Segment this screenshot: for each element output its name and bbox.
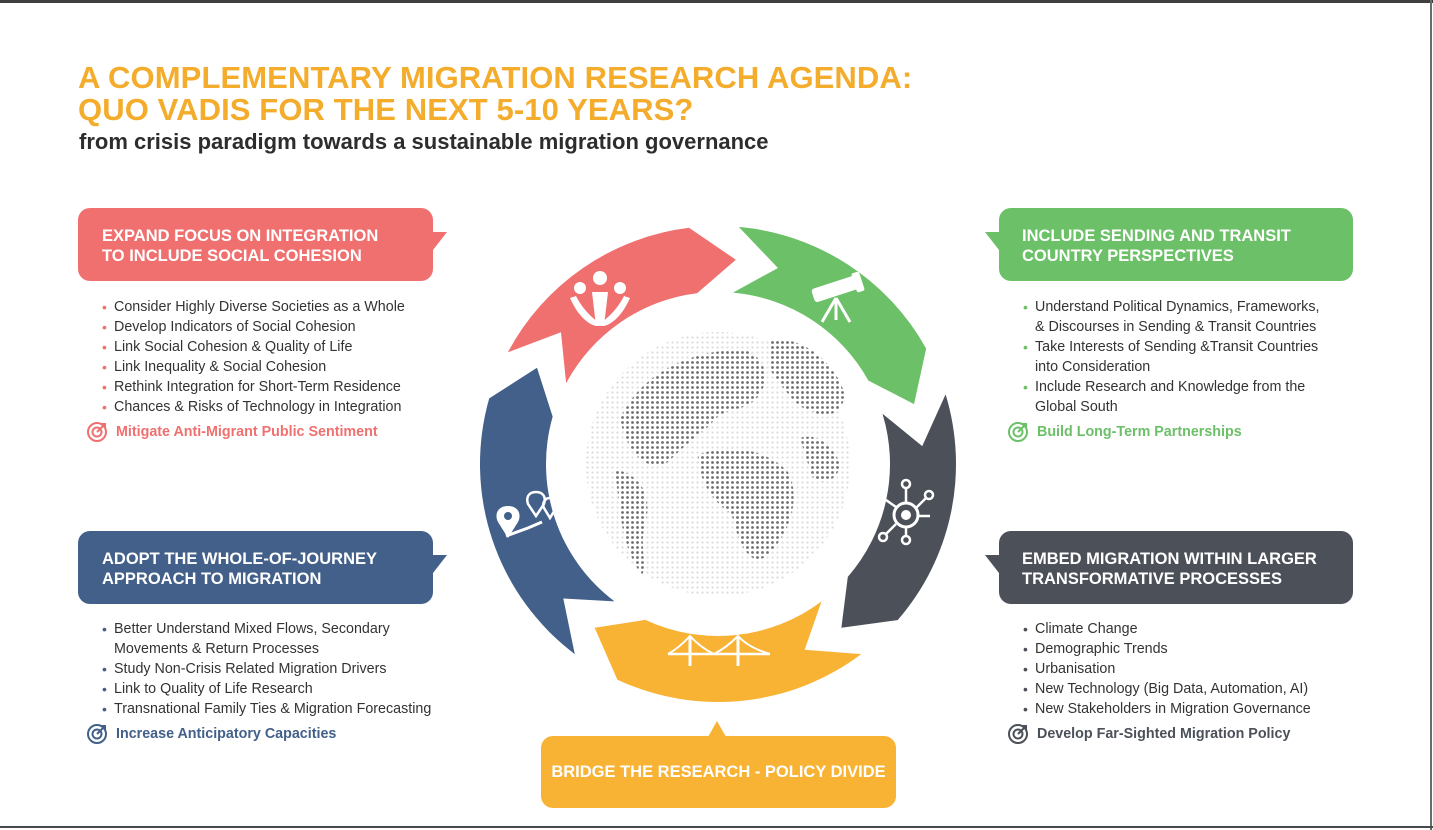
- journey-list-item: Link to Quality of Life Research: [102, 679, 431, 699]
- journey-header-box: ADOPT THE WHOLE-OF-JOURNEY APPROACH TO M…: [78, 531, 433, 604]
- sending-list-item: & Discourses in Sending & Transit Countr…: [1035, 319, 1317, 335]
- sending-goal-label: Build Long-Term Partnerships: [1037, 424, 1242, 440]
- bridge-header-box: BRIDGE THE RESEARCH - POLICY DIVIDE: [541, 736, 896, 808]
- embed-list: Climate ChangeDemographic TrendsUrbanisa…: [1023, 619, 1311, 719]
- integration-list-item: Link Social Cohesion & Quality of Life: [102, 337, 405, 357]
- globe-icon: [586, 332, 850, 596]
- journey-list-item: Transnational Family Ties & Migration Fo…: [102, 699, 431, 719]
- embed-title-line-2: TRANSFORMATIVE PROCESSES: [1022, 570, 1283, 588]
- sending-goal: Build Long-Term Partnerships: [1007, 421, 1242, 443]
- title-line-2: QUO VADIS FOR THE NEXT 5-10 YEARS?: [78, 92, 694, 127]
- sending-title-line-1: INCLUDE SENDING AND TRANSIT: [1022, 227, 1291, 245]
- journey-title-line-2: APPROACH TO MIGRATION: [102, 570, 322, 588]
- ring-segment-embed: [841, 394, 956, 628]
- integration-list-item: Consider Highly Diverse Societies as a W…: [102, 297, 405, 317]
- journey-list: Better Understand Mixed Flows, Secondary…: [102, 619, 431, 719]
- embed-list-item: New Stakeholders in Migration Governance: [1023, 699, 1311, 719]
- integration-box-pointer: [433, 232, 447, 250]
- integration-list-item: Link Inequality & Social Cohesion: [102, 357, 405, 377]
- journey-list-item: Movements & Return Processes: [114, 641, 320, 657]
- sending-title-line-2: COUNTRY PERSPECTIVES: [1022, 247, 1234, 265]
- sending-list-item: into Consideration: [1035, 359, 1151, 375]
- network-icon: [877, 478, 935, 546]
- journey-box-pointer: [433, 555, 447, 573]
- target-icon: [1008, 422, 1028, 442]
- target-icon: [87, 422, 107, 442]
- integration-title-line-2: TO INCLUDE SOCIAL COHESION: [102, 247, 362, 265]
- bridge-icon: [667, 634, 771, 666]
- integration-list-item: Rethink Integration for Short-Term Resid…: [102, 377, 405, 397]
- journey-list-item: Better Understand Mixed Flows, Secondary: [102, 619, 431, 639]
- bridge-title: BRIDGE THE RESEARCH - POLICY DIVIDE: [551, 763, 886, 781]
- sending-list: Understand Political Dynamics, Framework…: [1023, 297, 1319, 417]
- journey-goal: Increase Anticipatory Capacities: [86, 723, 336, 745]
- journey-list-item: Study Non-Crisis Related Migration Drive…: [102, 659, 431, 679]
- embed-list-item: Urbanisation: [1023, 659, 1311, 679]
- people-icon: [570, 271, 630, 326]
- integration-list-item: Develop Indicators of Social Cohesion: [102, 317, 405, 337]
- bottom-border: [0, 826, 1433, 828]
- integration-goal-label: Mitigate Anti-Migrant Public Sentiment: [116, 424, 378, 440]
- sending-box-pointer: [985, 232, 999, 250]
- sending-list-item: Include Research and Knowledge from the: [1023, 377, 1319, 397]
- journey-goal-label: Increase Anticipatory Capacities: [116, 726, 337, 742]
- page-subtitle: from crisis paradigm towards a sustainab…: [79, 129, 769, 154]
- sending-header-box: INCLUDE SENDING AND TRANSIT COUNTRY PERS…: [999, 208, 1353, 281]
- sending-list-item: Take Interests of Sending &Transit Count…: [1023, 337, 1319, 357]
- integration-list-item: Chances & Risks of Technology in Integra…: [102, 397, 405, 417]
- ring-segment-bridge: [594, 601, 862, 702]
- bridge-box-pointer: [708, 721, 726, 737]
- page-title: A COMPLEMENTARY MIGRATION RESEARCH AGEND…: [78, 62, 912, 126]
- map-pins-icon: [496, 490, 558, 538]
- embed-box-pointer: [985, 555, 999, 573]
- journey-title-line-1: ADOPT THE WHOLE-OF-JOURNEY: [102, 550, 377, 568]
- telescope-icon: [811, 271, 865, 323]
- sending-list-item: Understand Political Dynamics, Framework…: [1023, 297, 1319, 317]
- ring-segment-journey: [480, 367, 615, 655]
- ring-segment-sending: [732, 226, 927, 405]
- integration-header-box: EXPAND FOCUS ON INTEGRATION TO INCLUDE S…: [78, 208, 433, 281]
- target-icon: [1008, 724, 1028, 744]
- title-line-1: A COMPLEMENTARY MIGRATION RESEARCH AGEND…: [78, 60, 913, 95]
- embed-goal: Develop Far-Sighted Migration Policy: [1007, 723, 1290, 745]
- integration-goal: Mitigate Anti-Migrant Public Sentiment: [86, 421, 378, 443]
- top-border: [0, 0, 1433, 3]
- embed-list-item: Climate Change: [1023, 619, 1311, 639]
- sending-list-item: Global South: [1035, 399, 1118, 415]
- integration-list: Consider Highly Diverse Societies as a W…: [102, 297, 405, 417]
- target-icon: [87, 724, 107, 744]
- embed-list-item: Demographic Trends: [1023, 639, 1311, 659]
- embed-header-box: EMBED MIGRATION WITHIN LARGER TRANSFORMA…: [999, 531, 1353, 604]
- right-border: [1430, 0, 1432, 830]
- embed-goal-label: Develop Far-Sighted Migration Policy: [1037, 726, 1291, 742]
- embed-title-line-1: EMBED MIGRATION WITHIN LARGER: [1022, 550, 1317, 568]
- integration-title-line-1: EXPAND FOCUS ON INTEGRATION: [102, 227, 379, 245]
- research-cycle-wheel: [480, 226, 956, 702]
- embed-list-item: New Technology (Big Data, Automation, AI…: [1023, 679, 1311, 699]
